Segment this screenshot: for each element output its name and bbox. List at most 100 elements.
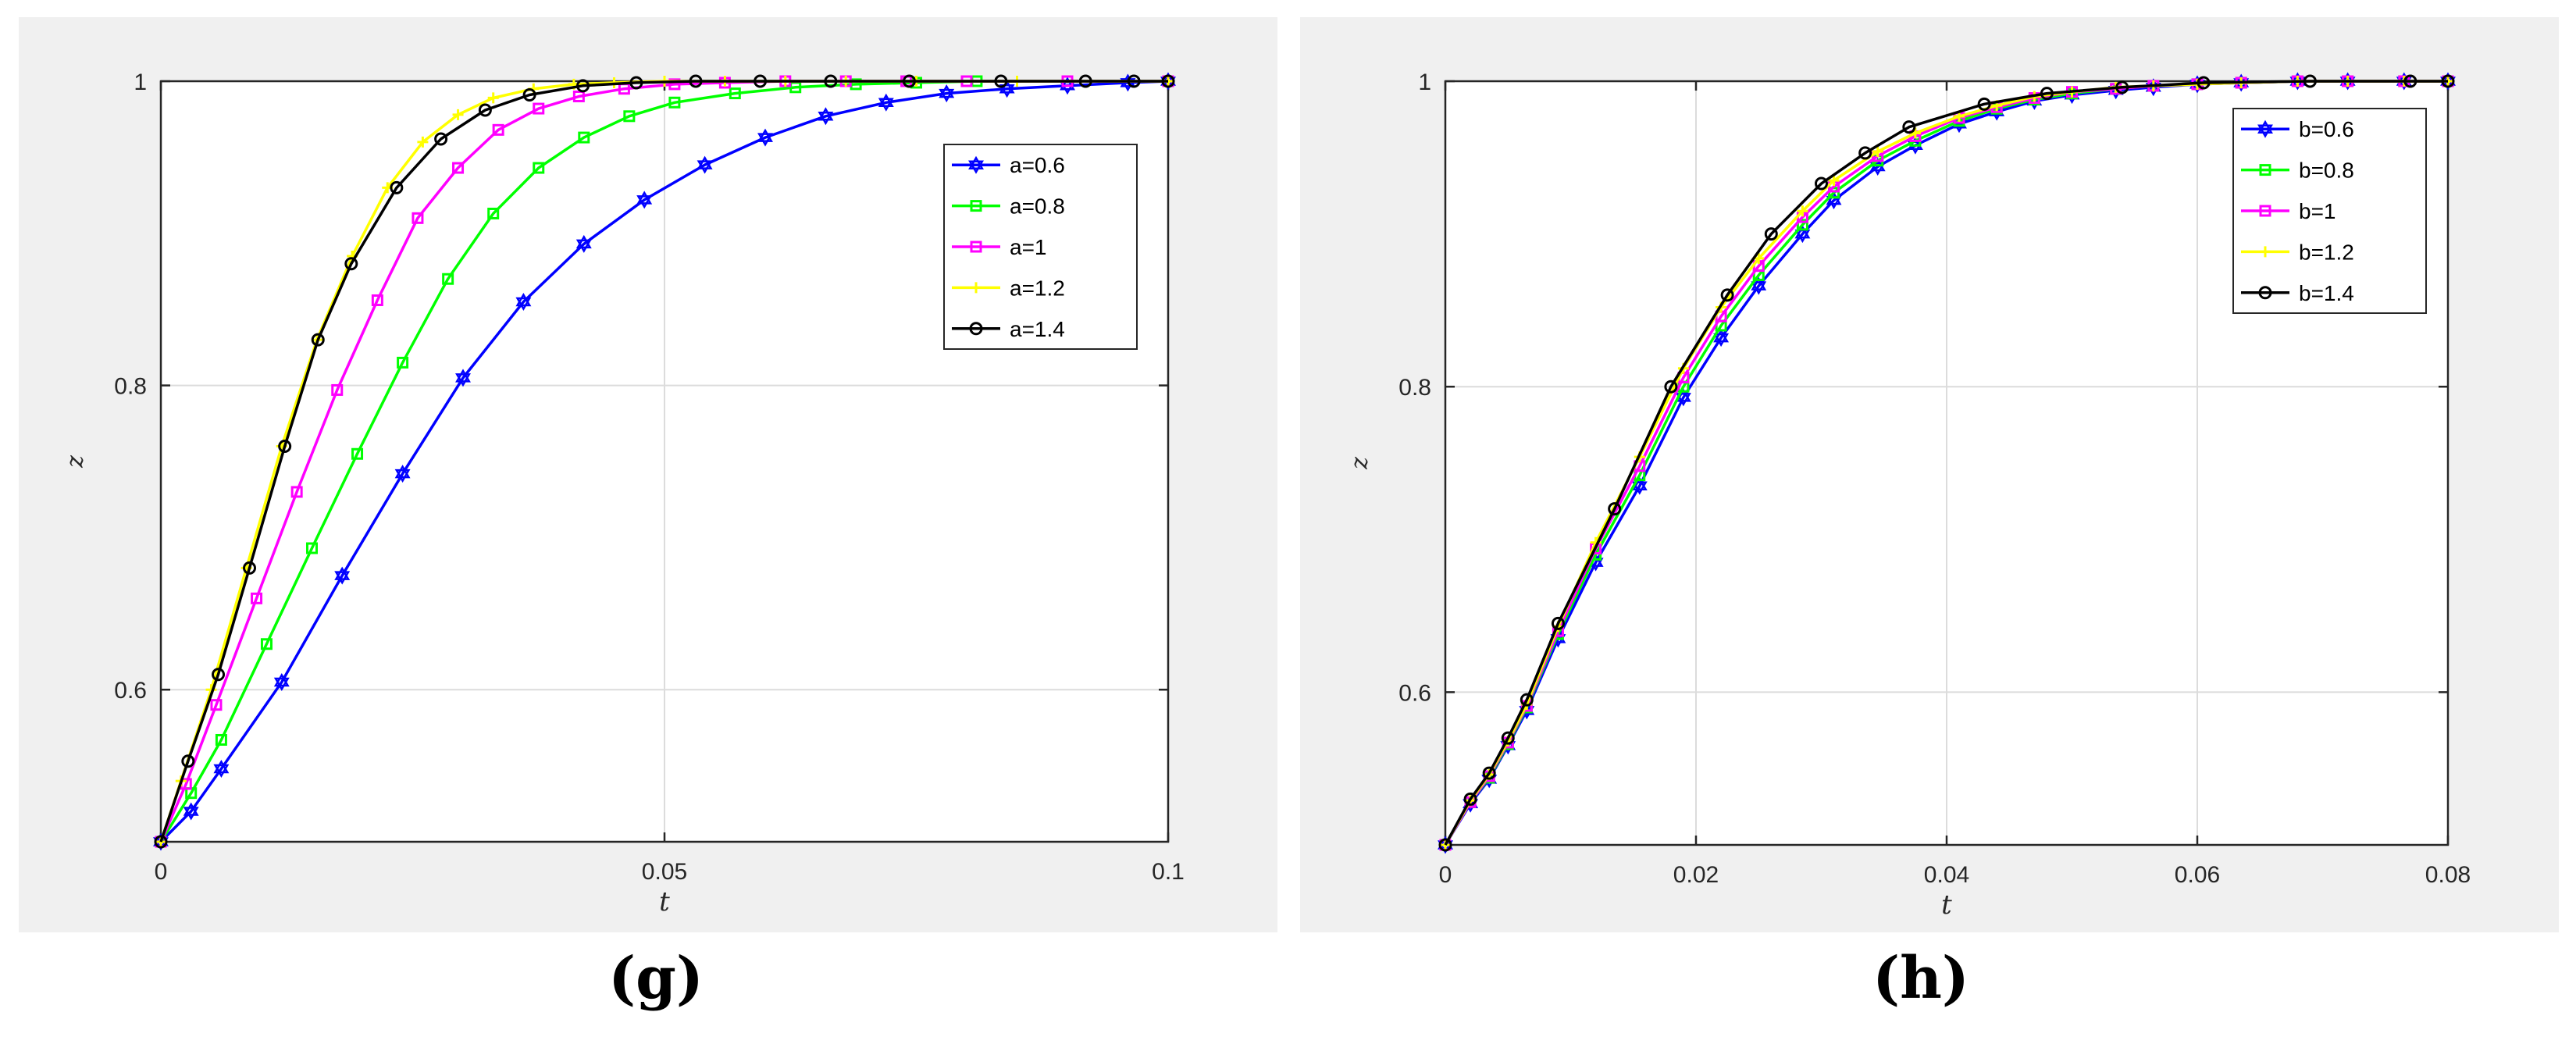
data-point-a=0.8 — [442, 273, 454, 285]
data-point-b=0.6 — [1713, 329, 1730, 347]
data-point-a=1.4 — [1161, 74, 1175, 88]
data-point-a=0.6 — [818, 107, 834, 126]
data-point-a=1.4 — [390, 180, 404, 194]
data-point-a=0.6 — [394, 465, 411, 483]
caption-h: (h) — [1872, 945, 1969, 1012]
series-line-a=0.8 — [159, 80, 1168, 843]
legend-marker-b=0.8 — [2259, 164, 2271, 176]
data-point-a=1.4 — [824, 74, 838, 88]
data-point-b=1.4 — [1438, 838, 1452, 852]
data-point-b=1.4 — [1977, 97, 1991, 111]
data-point-b=1.4 — [1520, 693, 1534, 707]
data-point-a=0.8 — [729, 87, 741, 100]
legend-label-b=1.2: b=1.2 — [2299, 240, 2354, 264]
data-point-b=1.4 — [1664, 380, 1678, 394]
data-point-a=0.8 — [578, 131, 590, 144]
data-point-b=0.6 — [1751, 276, 1767, 295]
data-point-a=0.8 — [668, 96, 681, 109]
data-point-a=1.4 — [902, 74, 916, 88]
data-point-b=1.4 — [2115, 80, 2129, 94]
data-point-a=0.8 — [789, 81, 802, 94]
legend-marker-a=0.8 — [970, 200, 982, 212]
legend-label-a=0.6: a=0.6 — [1010, 153, 1065, 177]
data-point-a=1 — [210, 699, 223, 711]
x-tick-label: 0 — [1439, 862, 1452, 888]
data-point-a=1 — [412, 212, 424, 224]
x-tick-label: 0.05 — [642, 859, 687, 885]
data-point-a=1.4 — [478, 103, 492, 117]
data-point-a=0.6 — [213, 760, 230, 778]
y-axis-label: z — [1346, 457, 1374, 470]
data-point-a=0.8 — [533, 162, 545, 174]
data-point-b=1.4 — [1551, 616, 1565, 630]
chart-panel-g: 0 0.05 0.1 0.6 0.8 1 t z a=0.6 a=0.8 a=1 a=1.2 a=1.4 — [19, 17, 1277, 932]
legend-label-a=1.4: a=1.4 — [1010, 317, 1065, 341]
data-point-b=1.2 — [1797, 205, 1808, 217]
x-tick-label: 0 — [155, 859, 168, 885]
data-point-b=1.4 — [1902, 120, 1916, 134]
legend-label-b=1: b=1 — [2299, 199, 2336, 223]
data-point-a=0.6 — [939, 84, 955, 103]
data-point-a=0.8 — [397, 356, 409, 369]
data-point-b=0.6 — [1631, 476, 1648, 495]
data-point-a=1.4 — [434, 132, 448, 146]
legend-marker-a=1 — [970, 241, 982, 253]
legend-marker-b=1.4 — [2258, 286, 2272, 300]
legend-marker-a=0.6 — [968, 155, 984, 174]
data-point-a=1.4 — [154, 835, 168, 849]
data-point-a=1.4 — [689, 74, 703, 88]
data-point-a=1 — [452, 162, 465, 174]
data-point-b=1.4 — [1720, 288, 1734, 302]
y-tick-label: 0.8 — [1398, 375, 1431, 401]
y-tick-label: 0.6 — [114, 678, 147, 704]
data-point-a=1.4 — [754, 74, 768, 88]
data-point-a=1 — [290, 486, 303, 498]
data-point-b=1.4 — [1608, 502, 1622, 516]
data-point-b=1.4 — [2197, 76, 2211, 90]
data-point-b=1.4 — [1501, 731, 1515, 745]
data-point-a=0.6 — [183, 802, 199, 821]
x-tick-label: 0.08 — [2425, 862, 2471, 888]
data-point-b=1.4 — [2040, 87, 2054, 101]
legend-label-a=1.2: a=1.2 — [1010, 276, 1065, 300]
y-axis-label: z — [62, 455, 89, 469]
data-point-a=1.4 — [994, 74, 1008, 88]
data-point-a=0.8 — [351, 447, 364, 460]
data-point-a=0.8 — [306, 542, 318, 554]
data-point-a=1.4 — [181, 754, 195, 768]
legend-marker-a=1.2 — [971, 282, 982, 294]
data-point-a=0.6 — [575, 234, 592, 253]
data-point-b=1.4 — [2441, 74, 2455, 88]
y-tick-label: 1 — [134, 69, 147, 95]
data-point-a=0.6 — [636, 191, 653, 209]
data-point-a=1.4 — [629, 76, 643, 90]
data-point-a=0.8 — [215, 733, 227, 746]
data-point-b=1.2 — [1828, 175, 1840, 187]
data-point-a=1.4 — [1127, 74, 1141, 88]
data-point-a=0.8 — [487, 207, 500, 219]
data-point-a=1 — [371, 294, 383, 307]
x-tick-label: 0.04 — [1924, 862, 1969, 888]
data-point-a=1.4 — [243, 561, 257, 575]
legend-label-b=1.4: b=1.4 — [2299, 281, 2354, 305]
legend-label-a=0.8: a=0.8 — [1010, 194, 1065, 219]
line-chart-h: 0 0.02 0.04 0.06 0.08 0.6 0.8 1 t z b=0.6 b=0.8 b=1 b… — [1346, 69, 2471, 921]
data-point-a=1.2 — [417, 136, 429, 148]
x-tick-label: 0.02 — [1673, 862, 1719, 888]
data-point-b=1.4 — [1764, 227, 1778, 241]
x-axis-label: t — [659, 886, 670, 918]
data-point-a=0.6 — [455, 369, 471, 387]
data-point-a=0.8 — [260, 638, 273, 650]
data-point-b=1.4 — [2403, 74, 2417, 88]
data-point-a=0.6 — [515, 293, 532, 311]
y-tick-label: 1 — [1418, 69, 1431, 95]
y-tick-label: 0.8 — [114, 374, 147, 400]
data-point-a=1.4 — [1078, 74, 1092, 88]
y-tick-label: 0.6 — [1398, 680, 1431, 706]
data-point-a=0.6 — [697, 155, 713, 174]
legend-label-a=1: a=1 — [1010, 235, 1047, 259]
x-axis-label: t — [1941, 889, 1952, 921]
legend-label-b=0.8: b=0.8 — [2299, 159, 2354, 183]
data-point-b=1.2 — [1909, 127, 1921, 139]
data-point-b=1.4 — [1482, 766, 1496, 780]
